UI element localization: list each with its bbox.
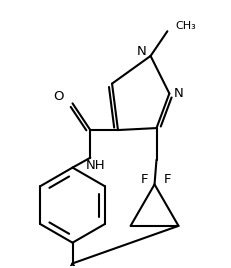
Text: O: O	[53, 90, 64, 103]
Text: N: N	[173, 87, 182, 100]
Text: N: N	[136, 44, 146, 58]
Text: CH₃: CH₃	[175, 21, 195, 31]
Text: F: F	[163, 173, 170, 186]
Text: F: F	[140, 173, 148, 186]
Text: NH: NH	[85, 159, 105, 172]
